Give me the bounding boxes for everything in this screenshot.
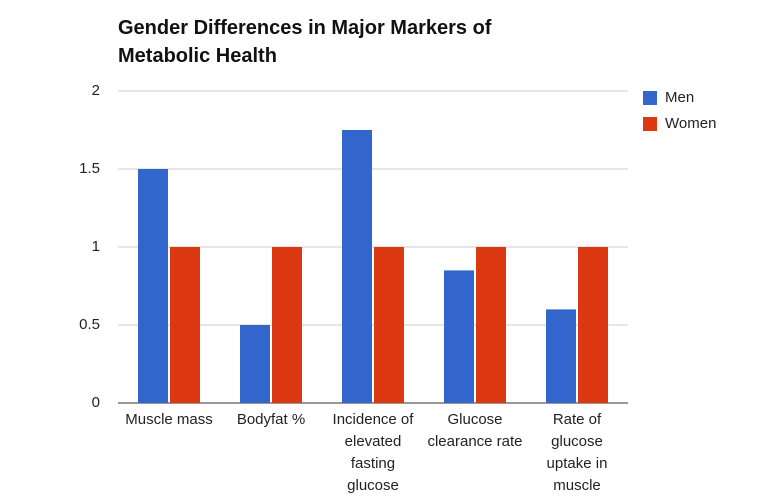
y-tick-label: 1.5 [79, 160, 100, 177]
legend-swatch [643, 117, 657, 131]
bar [444, 270, 474, 403]
bar [546, 309, 576, 403]
bar [272, 247, 302, 403]
bar [170, 247, 200, 403]
x-tick-label: Rate of glucose uptake in muscle [546, 411, 608, 494]
x-tick-label: Glucose clearance rate [427, 411, 523, 450]
y-tick-label: 2 [92, 82, 100, 99]
bar [374, 247, 404, 403]
y-tick-label: 0.5 [79, 316, 100, 333]
legend-swatch [643, 91, 657, 105]
legend-label: Women [665, 115, 716, 132]
y-tick-label: 1 [92, 238, 100, 255]
legend-label: Men [665, 89, 694, 106]
x-tick-label: Bodyfat % [236, 411, 306, 428]
bar [578, 247, 608, 403]
bar [138, 169, 168, 403]
bar [476, 247, 506, 403]
chart-title: Gender Differences in Major Markers of M… [118, 17, 492, 67]
x-tick-label: Incidence of elevated fasting glucose [332, 411, 414, 494]
y-tick-label: 0 [92, 394, 100, 411]
bar [342, 130, 372, 403]
bar [240, 325, 270, 403]
x-tick-label: Muscle mass [125, 411, 213, 428]
